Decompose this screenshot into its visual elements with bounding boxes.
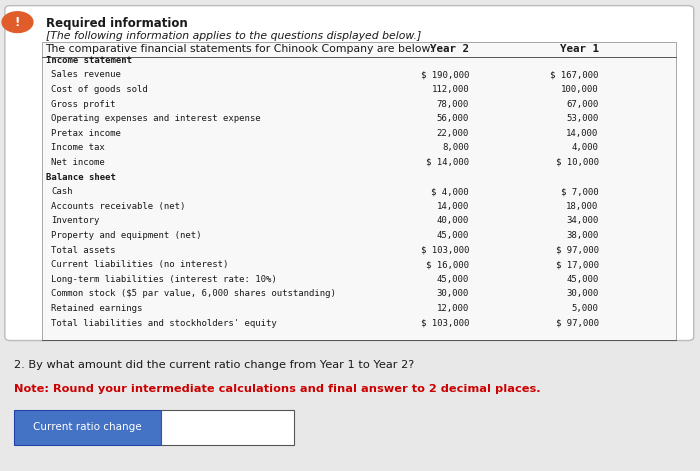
Text: 67,000: 67,000 <box>566 99 598 109</box>
Text: $ 190,000: $ 190,000 <box>421 70 469 80</box>
Text: $ 10,000: $ 10,000 <box>556 158 598 167</box>
Text: Cost of goods sold: Cost of goods sold <box>51 85 148 94</box>
Text: $ 16,000: $ 16,000 <box>426 260 469 269</box>
Text: 4,000: 4,000 <box>572 143 598 153</box>
Text: Inventory: Inventory <box>51 216 99 226</box>
Text: Income tax: Income tax <box>51 143 105 153</box>
Text: Common stock ($5 par value, 6,000 shares outstanding): Common stock ($5 par value, 6,000 shares… <box>51 289 336 299</box>
Text: !: ! <box>15 16 20 29</box>
Text: $ 17,000: $ 17,000 <box>556 260 598 269</box>
FancyBboxPatch shape <box>42 42 676 340</box>
Text: 5,000: 5,000 <box>572 304 598 313</box>
Text: Cash: Cash <box>51 187 73 196</box>
Text: 14,000: 14,000 <box>566 129 598 138</box>
Text: 45,000: 45,000 <box>566 275 598 284</box>
Text: $ 97,000: $ 97,000 <box>556 245 598 255</box>
Text: The comparative financial statements for Chinook Company are below:: The comparative financial statements for… <box>46 44 434 54</box>
Text: Current ratio change: Current ratio change <box>33 422 142 432</box>
Text: $ 103,000: $ 103,000 <box>421 245 469 255</box>
Text: 40,000: 40,000 <box>437 216 469 226</box>
Text: Long-term liabilities (interest rate: 10%): Long-term liabilities (interest rate: 10… <box>51 275 277 284</box>
Text: $ 14,000: $ 14,000 <box>426 158 469 167</box>
Text: Year 2: Year 2 <box>430 44 469 55</box>
Text: 2. By what amount did the current ratio change from Year 1 to Year 2?: 2. By what amount did the current ratio … <box>14 360 414 370</box>
FancyBboxPatch shape <box>5 6 694 341</box>
Text: Retained earnings: Retained earnings <box>51 304 143 313</box>
Text: $ 7,000: $ 7,000 <box>561 187 598 196</box>
Text: Total liabilities and stockholders' equity: Total liabilities and stockholders' equi… <box>51 318 277 328</box>
Text: 100,000: 100,000 <box>561 85 598 94</box>
Text: Gross profit: Gross profit <box>51 99 116 109</box>
FancyBboxPatch shape <box>161 410 294 445</box>
FancyBboxPatch shape <box>14 410 161 445</box>
Text: Balance sheet: Balance sheet <box>46 172 116 182</box>
Text: Net income: Net income <box>51 158 105 167</box>
Circle shape <box>2 12 33 32</box>
Text: [The following information applies to the questions displayed below.]: [The following information applies to th… <box>46 31 421 41</box>
Text: 112,000: 112,000 <box>431 85 469 94</box>
Text: 14,000: 14,000 <box>437 202 469 211</box>
Text: 45,000: 45,000 <box>437 275 469 284</box>
Text: Operating expenses and interest expense: Operating expenses and interest expense <box>51 114 260 123</box>
Text: Year 1: Year 1 <box>559 44 598 55</box>
Text: 30,000: 30,000 <box>437 289 469 299</box>
Text: $ 97,000: $ 97,000 <box>556 318 598 328</box>
Text: 45,000: 45,000 <box>437 231 469 240</box>
Text: $ 4,000: $ 4,000 <box>431 187 469 196</box>
Text: 38,000: 38,000 <box>566 231 598 240</box>
Text: Current liabilities (no interest): Current liabilities (no interest) <box>51 260 228 269</box>
Text: 22,000: 22,000 <box>437 129 469 138</box>
Text: 78,000: 78,000 <box>437 99 469 109</box>
Text: Note: Round your intermediate calculations and final answer to 2 decimal places.: Note: Round your intermediate calculatio… <box>14 383 540 394</box>
Text: 53,000: 53,000 <box>566 114 598 123</box>
Text: Income statement: Income statement <box>46 56 132 65</box>
Text: Required information: Required information <box>46 17 188 30</box>
Text: 8,000: 8,000 <box>442 143 469 153</box>
Text: $ 167,000: $ 167,000 <box>550 70 598 80</box>
Text: 18,000: 18,000 <box>566 202 598 211</box>
Text: Property and equipment (net): Property and equipment (net) <box>51 231 202 240</box>
Text: Sales revenue: Sales revenue <box>51 70 121 80</box>
Text: $ 103,000: $ 103,000 <box>421 318 469 328</box>
Text: 12,000: 12,000 <box>437 304 469 313</box>
Text: 30,000: 30,000 <box>566 289 598 299</box>
Text: 56,000: 56,000 <box>437 114 469 123</box>
Text: 34,000: 34,000 <box>566 216 598 226</box>
Text: Pretax income: Pretax income <box>51 129 121 138</box>
Text: Accounts receivable (net): Accounts receivable (net) <box>51 202 186 211</box>
Text: Total assets: Total assets <box>51 245 116 255</box>
